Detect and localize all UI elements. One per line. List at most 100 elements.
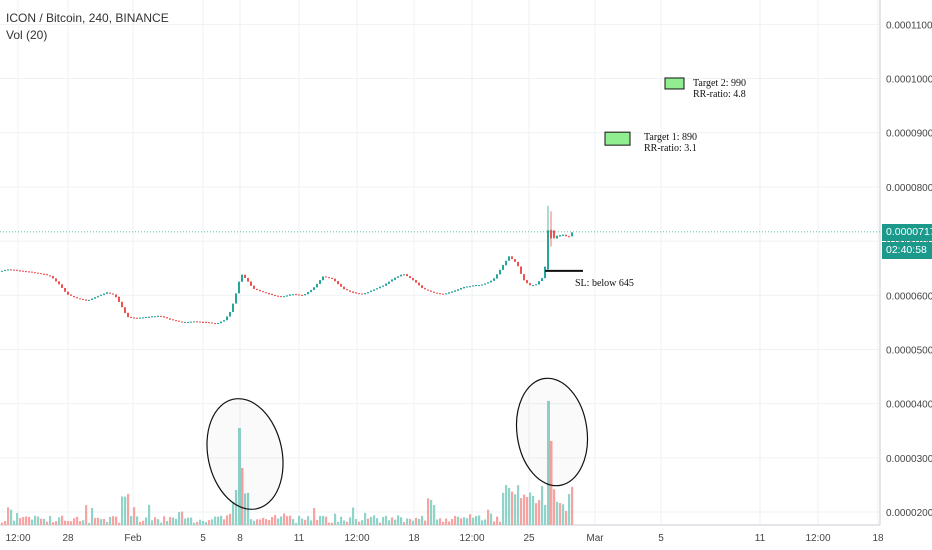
candle-body: [16, 269, 18, 271]
volume-bar: [307, 516, 310, 525]
candle-body: [232, 303, 234, 312]
x-tick-label: 11: [755, 533, 766, 544]
volume-bar: [190, 517, 193, 525]
candle-body: [409, 276, 411, 279]
candle-body: [298, 294, 300, 296]
candle-body: [412, 278, 414, 281]
candle-body: [541, 278, 543, 282]
countdown-tag: 02:40:58: [882, 241, 932, 259]
x-tick-label: 28: [62, 533, 74, 544]
volume-bar: [205, 522, 208, 525]
candle-body: [244, 274, 246, 278]
volume-bar: [376, 518, 379, 525]
candle-body: [265, 292, 267, 294]
volume-bar: [1, 522, 4, 525]
volume-peak-bar: [547, 400, 550, 525]
volume-bar: [523, 494, 526, 525]
volume-bar: [202, 520, 205, 525]
candle-body: [172, 319, 174, 321]
volume-bar: [196, 521, 199, 525]
candle-body: [520, 266, 522, 274]
candle-body: [385, 283, 387, 286]
candle-body: [214, 323, 216, 325]
candle-body: [283, 296, 285, 298]
candle-body: [145, 316, 147, 318]
candle-body: [559, 235, 561, 237]
volume-bar: [106, 522, 109, 525]
volume-bar: [118, 522, 121, 525]
candle-body: [433, 291, 435, 293]
candle-body: [538, 281, 540, 285]
volume-bar: [412, 520, 415, 525]
candle-body: [469, 286, 471, 288]
volume-bar: [313, 508, 316, 525]
volume-bar: [121, 496, 124, 525]
volume-bar: [136, 516, 139, 525]
volume-bar: [442, 521, 445, 525]
candle-body: [52, 275, 54, 279]
volume-bar: [232, 501, 235, 525]
volume-bar: [85, 505, 88, 525]
volume-bar: [400, 517, 403, 525]
candle-body: [115, 294, 117, 298]
volume-bar: [187, 517, 190, 525]
candle-body: [271, 293, 273, 295]
volume-bar: [91, 508, 94, 525]
volume-bar: [325, 516, 328, 525]
candle-body: [403, 274, 405, 276]
y-tick-label: 0.0000900: [886, 129, 932, 140]
candle-body: [10, 269, 12, 271]
volume-bar: [151, 520, 154, 525]
x-tick-label: 11: [294, 533, 305, 544]
candle-body: [487, 282, 489, 284]
volume-bar: [526, 496, 529, 525]
candle-body: [571, 232, 573, 237]
candle-body: [535, 284, 537, 286]
candle-body: [175, 320, 177, 322]
volume-bar: [139, 521, 142, 525]
volume-bar: [391, 517, 394, 525]
volume-bar: [385, 515, 388, 525]
candle-body: [343, 286, 345, 290]
candle-body: [235, 293, 237, 304]
candle-body: [475, 285, 477, 287]
target-2-label: Target 2: 990: [693, 78, 746, 89]
volume-bar: [226, 515, 229, 525]
candle-body: [34, 272, 36, 274]
volume-spike-circle: [206, 398, 284, 510]
candle-body: [325, 276, 327, 278]
candle-body: [118, 296, 120, 302]
volume-bar: [409, 519, 412, 525]
candle-body: [304, 294, 306, 296]
volume-bar: [214, 516, 217, 525]
candle-body: [529, 283, 531, 286]
x-tick-label: 5: [200, 533, 206, 544]
candle-body: [85, 299, 87, 301]
candle-body: [400, 274, 402, 277]
candle-body: [499, 269, 501, 275]
candle-body: [139, 317, 141, 319]
volume-bar: [199, 519, 202, 525]
candle-body: [82, 298, 84, 300]
volume-bar: [94, 518, 97, 525]
volume-bar: [517, 485, 520, 525]
y-tick-label: 0.0001000: [886, 75, 932, 86]
volume-bar: [319, 515, 322, 525]
volume-bar: [70, 521, 73, 525]
candle-body: [127, 312, 129, 318]
volume-bar: [472, 517, 475, 525]
target-2-box: [664, 77, 685, 90]
candle-body: [178, 320, 180, 322]
candle-body: [286, 295, 288, 297]
volume-bar: [79, 521, 82, 525]
volume-bar: [64, 520, 67, 525]
candle-body: [511, 256, 513, 259]
volume-bar: [292, 519, 295, 525]
volume-bar: [406, 518, 409, 525]
candle-body: [112, 293, 114, 295]
candle-body: [97, 296, 99, 298]
target-1-box: [604, 131, 631, 146]
volume-bar: [544, 505, 547, 525]
candle-body: [310, 290, 312, 292]
